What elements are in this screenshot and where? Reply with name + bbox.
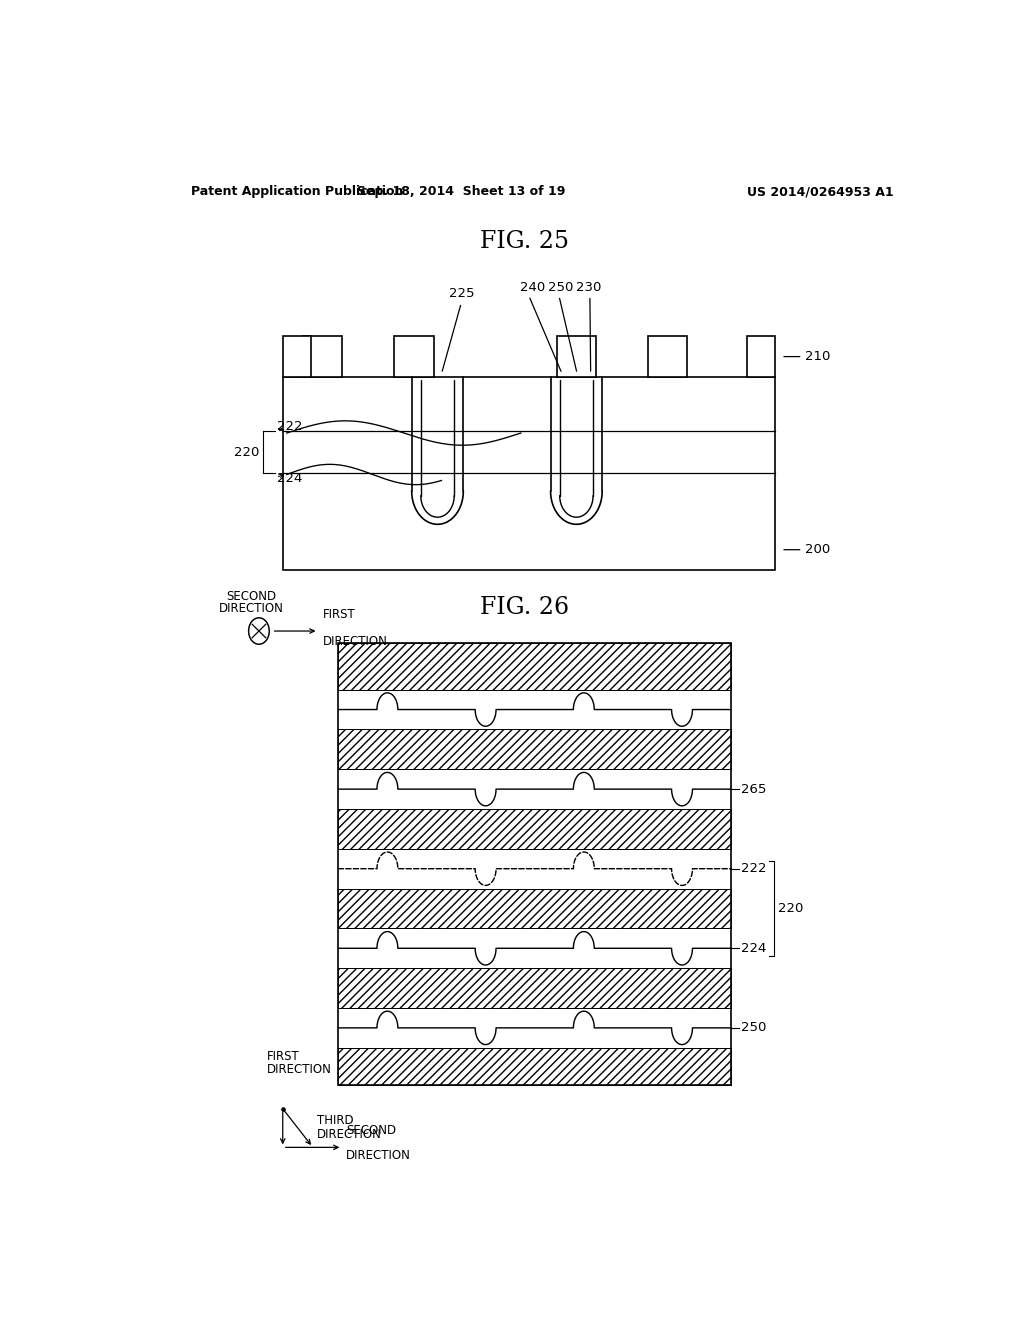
Bar <box>303 337 342 378</box>
Text: FIRST: FIRST <box>267 1049 300 1063</box>
Bar <box>338 849 731 888</box>
Bar <box>338 643 731 689</box>
Text: 220: 220 <box>778 902 804 915</box>
Text: SECOND: SECOND <box>226 590 276 602</box>
Bar <box>394 337 433 378</box>
Text: FIRST: FIRST <box>323 609 355 620</box>
Text: 222: 222 <box>740 862 766 875</box>
Bar <box>746 337 775 378</box>
Text: DIRECTION: DIRECTION <box>218 602 284 615</box>
Text: DIRECTION: DIRECTION <box>316 1129 382 1140</box>
Text: 250: 250 <box>548 281 573 293</box>
Text: DIRECTION: DIRECTION <box>346 1150 411 1163</box>
Bar <box>338 888 731 928</box>
Text: 224: 224 <box>278 473 302 484</box>
Text: DIRECTION: DIRECTION <box>323 635 387 648</box>
Text: Sep. 18, 2014  Sheet 13 of 19: Sep. 18, 2014 Sheet 13 of 19 <box>357 185 565 198</box>
Bar <box>338 1008 731 1048</box>
Text: 230: 230 <box>575 281 601 293</box>
Bar <box>338 968 731 1008</box>
Text: 210: 210 <box>805 350 830 363</box>
Text: 222: 222 <box>278 421 303 433</box>
Text: US 2014/0264953 A1: US 2014/0264953 A1 <box>748 185 894 198</box>
Bar <box>338 809 731 849</box>
Text: 265: 265 <box>740 783 766 796</box>
Bar <box>338 643 731 1085</box>
Text: THIRD: THIRD <box>316 1114 353 1127</box>
Text: 225: 225 <box>449 286 474 300</box>
Text: SECOND: SECOND <box>346 1125 396 1138</box>
Text: 240: 240 <box>520 281 546 293</box>
Text: 220: 220 <box>233 446 259 459</box>
Bar <box>557 337 596 378</box>
Bar <box>283 378 775 570</box>
Bar <box>338 689 731 730</box>
Bar <box>338 928 731 968</box>
Bar <box>338 770 731 809</box>
Text: FIG. 25: FIG. 25 <box>480 230 569 253</box>
Bar <box>648 337 687 378</box>
Bar <box>338 730 731 770</box>
Text: 200: 200 <box>805 544 830 556</box>
Text: FIG. 26: FIG. 26 <box>480 597 569 619</box>
Text: DIRECTION: DIRECTION <box>267 1063 332 1076</box>
Text: 250: 250 <box>740 1022 766 1035</box>
Text: Patent Application Publication: Patent Application Publication <box>191 185 403 198</box>
Bar <box>283 337 310 378</box>
Text: 224: 224 <box>740 941 766 954</box>
Bar <box>338 1048 731 1085</box>
